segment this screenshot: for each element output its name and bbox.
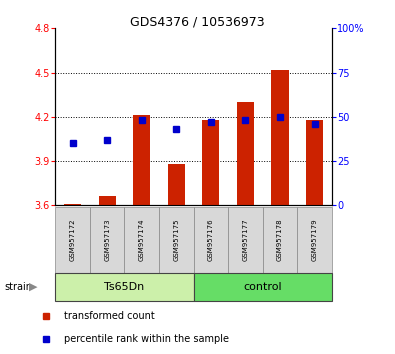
Bar (64, 204, 81, 205)
Text: GSM957177: GSM957177 (243, 218, 248, 261)
Text: GSM957175: GSM957175 (173, 218, 179, 261)
Bar (263, 207, 297, 273)
Text: GSM957176: GSM957176 (208, 218, 214, 261)
Bar (271, 70, 289, 205)
Bar (202, 120, 220, 205)
Text: GSM957178: GSM957178 (277, 218, 283, 261)
Bar (194, 207, 228, 273)
Text: GSM957174: GSM957174 (139, 218, 145, 261)
Bar (237, 102, 254, 205)
Bar (306, 120, 323, 205)
Text: ▶: ▶ (29, 282, 38, 292)
Text: GSM957172: GSM957172 (70, 218, 75, 261)
Bar (55, 273, 194, 301)
Bar (194, 273, 332, 301)
Bar (297, 207, 332, 273)
Text: GDS4376 / 10536973: GDS4376 / 10536973 (130, 16, 265, 29)
Bar (124, 207, 159, 273)
Text: control: control (243, 282, 282, 292)
Bar (90, 207, 124, 273)
Text: transformed count: transformed count (64, 311, 154, 321)
Bar (167, 164, 185, 205)
Bar (55, 207, 90, 273)
Text: Ts65Dn: Ts65Dn (104, 282, 145, 292)
Text: percentile rank within the sample: percentile rank within the sample (64, 334, 229, 344)
Bar (98, 196, 116, 205)
Text: strain: strain (4, 282, 32, 292)
Text: GSM957179: GSM957179 (312, 218, 318, 261)
Bar (159, 207, 194, 273)
Bar (133, 115, 150, 205)
Bar (228, 207, 263, 273)
Text: GSM957173: GSM957173 (104, 218, 110, 261)
